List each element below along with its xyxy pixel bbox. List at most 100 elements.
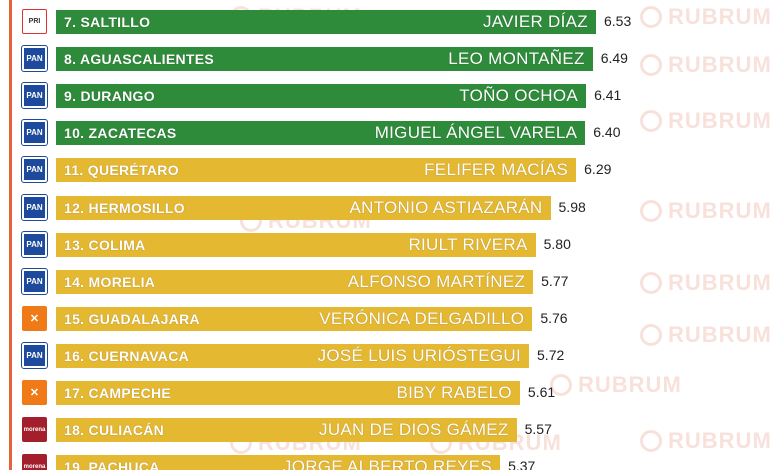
bar: 8. AGUASCALIENTES LEO MONTAÑEZ [56,47,593,71]
rubrum-logo-icon [640,6,662,28]
candidate-label: FELIFER MACÍAS [424,160,569,179]
ranking-row: PAN 16. CUERNAVACA JOSÉ LUIS URIÓSTEGUI 5.7… [0,342,780,369]
ranking-row: ✕ 15. GUADALAJARA VERÓNICA DELGADILLO 5.76 [0,306,780,332]
bar: 13. COLIMA RIULT RIVERA [56,233,536,257]
party-logo-pan-icon: PAN [21,342,48,369]
rubrum-watermark: RUBRUM [640,270,772,296]
rubrum-logo-icon [640,272,662,294]
party-logo-text: PAN [26,91,43,100]
rubrum-logo-icon [550,374,572,396]
rubrum-watermark: RUBRUM [550,372,682,398]
rubrum-watermark: RUBRUM [640,108,772,134]
ranking-row: PAN 12. HERMOSILLO ANTONIO ASTIAZARÁN 5.98 [0,194,780,221]
city-label: 18. CULIACÁN [64,422,165,438]
city-label: 9. DURANGO [64,88,155,104]
candidate-label: JAVIER DÍAZ [482,12,588,31]
watermark-text: RUBRUM [668,52,772,77]
candidate-label: RIULT RIVERA [408,235,528,254]
value-label: 6.40 [593,124,621,140]
candidate-label: ALFONSO MARTÍNEZ [347,272,526,291]
rubrum-watermark: RUBRUM [640,322,772,348]
bar: 7. SALTILLO JAVIER DÍAZ [56,10,596,34]
watermark-text: RUBRUM [578,372,682,397]
candidate-label: BIBY RABELO [396,383,512,402]
candidate-label: LEO MONTAÑEZ [448,49,585,68]
city-label: 16. CUERNAVACA [64,348,190,364]
party-logo-text: PAN [26,351,43,360]
party-logo-pan-icon: PAN [21,268,48,295]
party-logo-text: PAN [26,203,43,212]
party-logo-text: morena [23,426,46,433]
value-label: 5.77 [541,273,569,289]
ranking-row: PAN 11. QUERÉTARO FELIFER MACÍAS 6.29 [0,156,780,183]
bar: 16. CUERNAVACA JOSÉ LUIS URIÓSTEGUI [56,344,530,368]
candidate-label: MIGUEL ÁNGEL VARELA [374,123,578,142]
value-label: 5.37 [508,458,536,470]
value-label: 6.29 [584,161,612,177]
candidate-label: JOSÉ LUIS URIÓSTEGUI [317,346,522,365]
city-label: 19. PACHUCA [64,459,160,470]
bar: 12. HERMOSILLO ANTONIO ASTIAZARÁN [56,196,551,220]
party-logo-pan-icon: PAN [21,119,48,146]
party-logo-pan-icon: PAN [21,194,48,221]
value-label: 6.49 [600,50,628,66]
ranking-row: PAN 14. MORELIA ALFONSO MARTÍNEZ 5.77 [0,268,780,295]
party-logo-mc-icon: ✕ [22,306,47,331]
value-label: 5.76 [540,310,568,326]
city-label: 10. ZACATECAS [64,125,177,141]
value-label: 5.80 [543,236,571,252]
ranking-row: morena 19. PACHUCA JORGE ALBERTO REYES 5.37 [0,454,780,470]
value-label: 6.41 [594,87,622,103]
city-label: 17. CAMPECHE [64,385,172,401]
party-logo-text: morena [23,463,46,470]
rubrum-watermark: RUBRUM [640,52,772,78]
bar: 14. MORELIA ALFONSO MARTÍNEZ [56,270,534,294]
ranking-row: morena 18. CULIACÁN JUAN DE DIOS GÁMEZ 5.57 [0,417,780,443]
value-label: 5.98 [558,199,586,215]
bar: 17. CAMPECHE BIBY RABELO [56,381,520,405]
rubrum-logo-icon [640,200,662,222]
rubrum-logo-icon [640,110,662,132]
rubrum-watermark: RUBRUM [640,428,772,454]
ranking-row: PAN 9. DURANGO TOÑO OCHOA 6.41 [0,82,780,109]
rubrum-logo-icon [640,54,662,76]
watermark-text: RUBRUM [668,322,772,347]
party-logo-text: PRI [28,18,41,25]
bar: 10. ZACATECAS MIGUEL ÁNGEL VARELA [56,121,586,145]
city-label: 7. SALTILLO [64,14,151,30]
watermark-text: RUBRUM [668,198,772,223]
party-logo-text: PAN [26,54,43,63]
city-label: 14. MORELIA [64,274,156,290]
value-label: 5.72 [537,347,565,363]
bar: 18. CULIACÁN JUAN DE DIOS GÁMEZ [56,418,517,442]
ranking-row: PAN 8. AGUASCALIENTES LEO MONTAÑEZ 6.49 [0,45,780,72]
party-logo-pan-icon: PAN [21,231,48,258]
party-logo-pan-icon: PAN [21,156,48,183]
bar: 19. PACHUCA JORGE ALBERTO REYES [56,455,501,470]
watermark-text: RUBRUM [668,270,772,295]
candidate-label: TOÑO OCHOA [459,86,579,105]
party-logo-text: PAN [26,240,43,249]
watermark-text: RUBRUM [668,428,772,453]
party-logo-mc-icon: ✕ [22,380,47,405]
city-label: 15. GUADALAJARA [64,311,200,327]
party-logo-text: ✕ [29,313,40,325]
watermark-text: RUBRUM [668,4,772,29]
value-label: 5.61 [527,384,556,400]
rubrum-logo-icon [640,430,662,452]
bar: 11. QUERÉTARO FELIFER MACÍAS [56,158,577,182]
city-label: 13. COLIMA [64,237,146,253]
party-logo-pan-icon: PAN [21,82,48,109]
candidate-label: JORGE ALBERTO REYES [282,457,493,470]
bar: 9. DURANGO TOÑO OCHOA [56,84,587,108]
ranking-row: ✕ 17. CAMPECHE BIBY RABELO 5.61 [0,380,780,406]
rubrum-watermark: RUBRUM [640,4,772,30]
city-label: 8. AGUASCALIENTES [64,51,215,67]
party-logo-text: PAN [26,165,43,174]
party-logo-pri-icon: PRI [22,9,47,34]
rubrum-watermark: RUBRUM [640,198,772,224]
party-logo-text: PAN [26,128,43,137]
value-label: 5.57 [524,421,552,437]
party-logo-morena-icon: morena [22,417,47,442]
candidate-label: ANTONIO ASTIAZARÁN [349,198,543,217]
